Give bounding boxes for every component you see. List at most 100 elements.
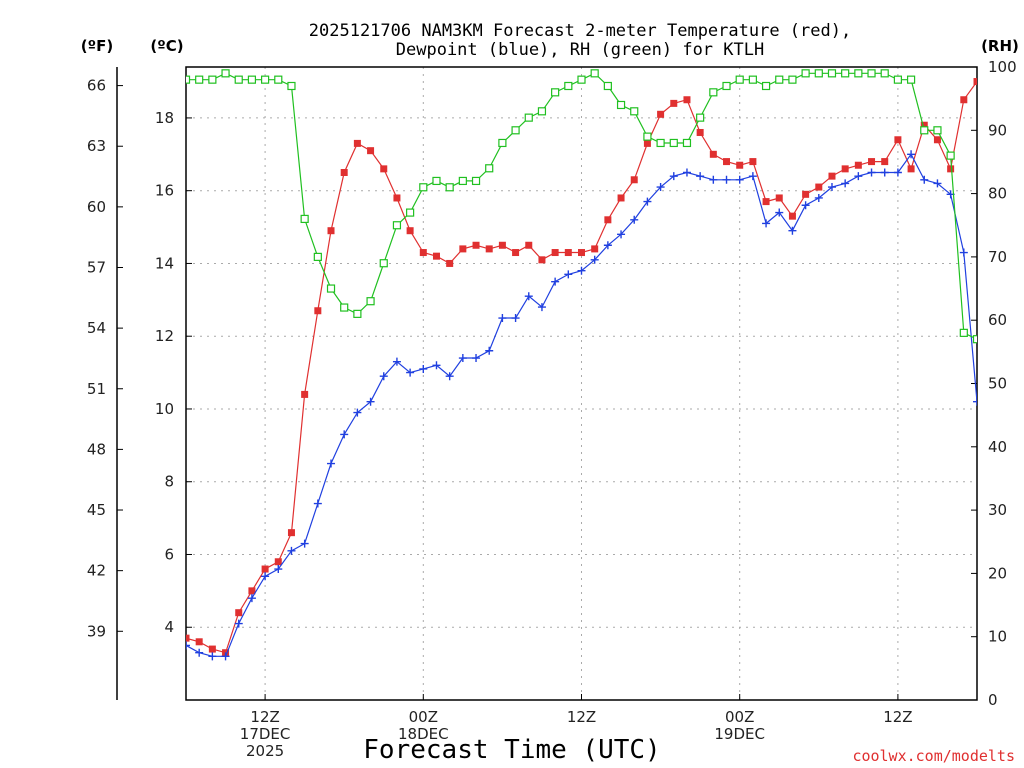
celsius-tick-label: 4 [164, 618, 174, 636]
temperature-point [578, 249, 585, 257]
rh-point [340, 303, 349, 312]
temperature-point [670, 99, 678, 107]
dewpoint-point [854, 172, 863, 181]
rh-point [788, 75, 797, 84]
temperature-point [749, 158, 757, 166]
temperature-point [301, 390, 309, 398]
rh-point [761, 81, 771, 91]
rh-point [801, 69, 810, 78]
rh-tick-label: 10 [988, 628, 1007, 646]
rh-point [880, 69, 889, 78]
temperature-point [564, 249, 572, 257]
rh-point [656, 138, 665, 148]
temperature-point [314, 307, 322, 315]
rh-point [186, 75, 191, 84]
dewpoint-point [313, 499, 322, 508]
fahrenheit-tick-label: 66 [87, 77, 106, 95]
temperature-point [723, 158, 731, 166]
x-tick-label: 12Z [250, 708, 279, 726]
celsius-unit-label: (ºC) [150, 37, 183, 55]
dewpoint-point [551, 277, 560, 286]
rh-point [300, 214, 309, 224]
temperature-point [472, 241, 480, 249]
rh-tick-label: 90 [988, 121, 1007, 139]
temperature-point [696, 128, 704, 136]
dewpoint-point [432, 361, 441, 370]
temperature-point [973, 78, 977, 86]
rh-tick-label: 100 [988, 58, 1017, 76]
dewpoint-point [867, 168, 876, 177]
dewpoint-point [472, 354, 481, 363]
rh-point [524, 113, 533, 122]
temperature-point [643, 139, 651, 147]
rh-tick-label: 70 [988, 248, 1007, 266]
celsius-tick-label: 18 [155, 109, 174, 127]
x-tick-label: 00Z [725, 708, 754, 726]
dewpoint-point [327, 459, 336, 468]
rh-point [906, 75, 916, 84]
dewpoint-point [274, 565, 283, 574]
temperature-point [683, 96, 691, 104]
rh-point [234, 75, 243, 84]
temperature-point [736, 161, 744, 169]
rh-point [603, 81, 612, 91]
dewpoint-point [814, 193, 823, 202]
rh-point [511, 126, 520, 135]
rh-point [735, 75, 744, 84]
dewpoint-point [300, 539, 309, 548]
fahrenheit-tick-label: 57 [87, 258, 106, 276]
rh-point [366, 297, 375, 306]
fahrenheit-tick-label: 60 [87, 198, 106, 216]
temperature-point [327, 227, 335, 235]
celsius-tick-label: 16 [155, 182, 174, 200]
fahrenheit-tick-label: 45 [87, 501, 106, 519]
temperature-point [868, 158, 876, 166]
rh-point [920, 126, 929, 135]
temperature-point [630, 176, 638, 184]
x-tick-label: 00Z [409, 708, 438, 726]
temperature-point [248, 587, 256, 595]
rh-point [893, 75, 903, 84]
rh-point [748, 75, 757, 84]
dewpoint-point [419, 364, 428, 373]
rh-point [775, 75, 784, 84]
dewpoint-point [748, 172, 757, 181]
temperature-point [604, 216, 612, 224]
rh-point [933, 126, 942, 135]
dewpoint-point [959, 248, 968, 257]
rh-point [537, 107, 547, 116]
rh-point [867, 69, 876, 78]
dewpoint-point [603, 241, 612, 250]
dewpoint-point [564, 270, 573, 279]
temperature-point [828, 172, 836, 180]
credit-text: coolwx.com/modelts [852, 747, 1015, 765]
dewpoint-point [973, 397, 977, 406]
dewpoint-point [247, 594, 256, 603]
rh-tick-label: 20 [988, 564, 1007, 582]
rh-point [669, 138, 678, 148]
temperature-point [709, 150, 717, 158]
rh-point [498, 138, 507, 148]
celsius-tick-label: 10 [155, 400, 174, 418]
rh-point [577, 75, 586, 84]
dewpoint-point [498, 314, 507, 323]
temperature-point [960, 96, 968, 104]
x-axis-title: Forecast Time (UTC) [363, 735, 660, 765]
rh-point [946, 151, 955, 160]
x-tick-label: 18DEC [398, 725, 449, 743]
temperature-point [551, 249, 559, 257]
dewpoint-point [366, 397, 375, 406]
chart-title: 2025121706 NAM3KM Forecast 2-meter Tempe… [309, 21, 851, 41]
dewpoint-point [656, 183, 665, 192]
fahrenheit-tick-label: 51 [87, 380, 106, 398]
rh-point [287, 81, 296, 91]
temperature-point [419, 249, 427, 257]
temperature-point [393, 194, 401, 202]
rh-tick-label: 60 [988, 311, 1007, 329]
rh-point [392, 221, 402, 230]
temperature-point [538, 256, 546, 264]
rh-point [432, 176, 441, 186]
dewpoint-point [353, 408, 362, 417]
temperature-point [235, 609, 243, 617]
